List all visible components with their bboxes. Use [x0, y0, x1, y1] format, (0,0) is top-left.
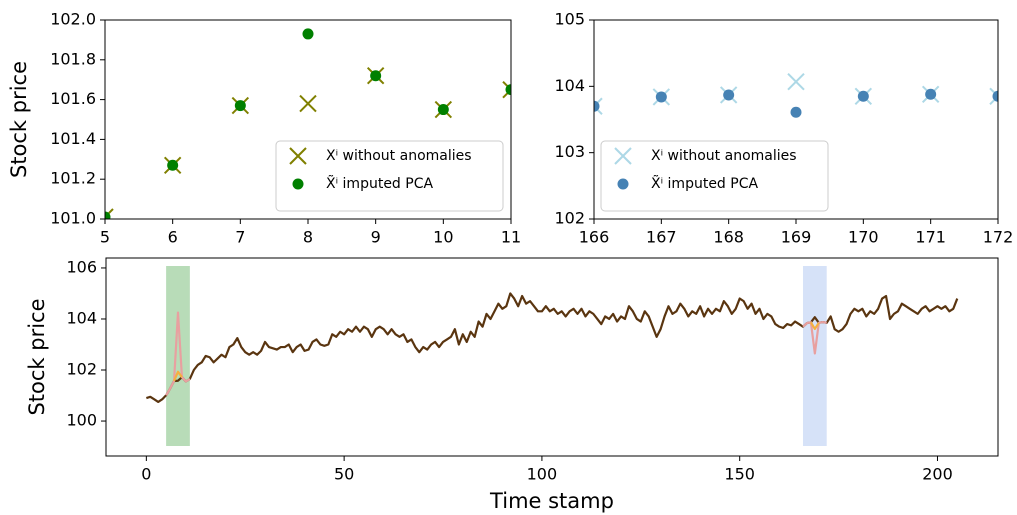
series-line: [165, 311, 191, 396]
series-line: [173, 370, 183, 382]
x-marker: [787, 72, 805, 91]
dot-marker: [594, 100, 600, 112]
y-tick-label: 102: [554, 209, 585, 228]
y-tick-label: 104: [66, 308, 97, 327]
dot-marker: [437, 104, 449, 116]
x-tick-label: 168: [713, 228, 744, 247]
series-line: [809, 321, 820, 331]
y-tick-label: 104: [554, 76, 585, 95]
shaded-range: [166, 266, 190, 446]
dot-marker: [655, 91, 667, 103]
axes-frame: [105, 257, 999, 457]
x-tick-label: 9: [371, 228, 381, 247]
dot-marker: [302, 28, 314, 40]
x-stroke: [502, 80, 511, 92]
dot-marker: [857, 90, 869, 102]
legend-label: Xⁱ without anomalies: [651, 148, 797, 164]
x-tick-label: 172: [983, 228, 1014, 247]
plot-area: [105, 28, 511, 219]
x-tick-label: 200: [922, 465, 953, 484]
x-stroke: [594, 97, 603, 108]
series-line: [146, 292, 959, 404]
dot-marker: [790, 106, 802, 118]
x-stroke: [989, 87, 998, 98]
x-tick-label: 170: [848, 228, 879, 247]
x-stroke: [989, 94, 998, 105]
x-tick-label: 50: [334, 465, 354, 484]
series-line: [802, 320, 827, 355]
x-axis-label: Time stamp: [489, 489, 614, 513]
x-tick-label: 150: [724, 465, 755, 484]
y-tick-label: 101.6: [50, 89, 96, 108]
x-tick-label: 8: [303, 228, 313, 247]
legend-label: X̃ⁱ imputed PCA: [326, 175, 433, 192]
x-tick-label: 10: [433, 228, 453, 247]
y-axis-label: Stock price: [25, 298, 49, 415]
x-stroke: [594, 104, 603, 115]
y-axis-label: Stock price: [7, 61, 31, 178]
y-tick-label: 101.0: [50, 209, 96, 228]
plot-area: [594, 72, 998, 118]
legend-marker: [292, 178, 304, 190]
y-tick-label: 102: [66, 360, 97, 379]
dot-marker: [105, 211, 111, 219]
y-tick-label: 100: [66, 411, 97, 430]
dot-marker: [723, 89, 735, 101]
x-tick-label: 6: [168, 228, 178, 247]
x-stroke: [787, 72, 805, 91]
x-stroke: [299, 94, 317, 113]
y-tick-label: 105: [554, 10, 585, 29]
legend-marker: [614, 147, 632, 165]
legend: Xⁱ without anomalies X̃ⁱ imputed PCA: [275, 140, 504, 212]
dot-marker: [370, 70, 382, 82]
legend: Xⁱ without anomalies X̃ⁱ imputed PCA: [600, 140, 829, 212]
x-marker: [502, 80, 511, 99]
y-tick-label: 101.2: [50, 169, 96, 188]
x-marker: [105, 208, 114, 219]
legend-frame: [275, 140, 504, 212]
x-marker: [989, 87, 998, 105]
x-tick-label: 11: [501, 228, 521, 247]
legend-marker: [617, 178, 629, 190]
legend-frame: [600, 140, 829, 212]
dot-marker: [505, 84, 511, 96]
shaded-range: [802, 266, 827, 446]
x-tick-label: 166: [579, 228, 610, 247]
x-tick-label: 171: [915, 228, 946, 247]
plot-area: [146, 266, 959, 446]
legend-marker: [289, 147, 307, 165]
x-marker: [299, 94, 317, 113]
y-tick-label: 101.4: [50, 129, 96, 148]
dot-marker: [234, 100, 246, 112]
y-tick-label: 106: [66, 257, 97, 276]
y-tick-label: 102.0: [50, 10, 96, 29]
x-tick-label: 167: [646, 228, 677, 247]
x-marker: [594, 97, 603, 115]
x-stroke: [502, 88, 511, 99]
x-tick-label: 169: [781, 228, 812, 247]
dot-marker: [925, 88, 937, 100]
legend-label: Xⁱ without anomalies: [326, 148, 472, 164]
x-tick-label: 0: [141, 465, 151, 484]
x-tick-label: 5: [100, 228, 110, 247]
dot-marker: [167, 159, 179, 171]
x-tick-label: 7: [235, 228, 245, 247]
legend-label: X̃ⁱ imputed PCA: [651, 175, 758, 192]
dot-marker: [992, 90, 998, 102]
y-tick-label: 103: [554, 142, 585, 161]
x-stroke: [105, 208, 114, 219]
y-tick-label: 101.8: [50, 49, 96, 68]
x-tick-label: 100: [527, 465, 558, 484]
